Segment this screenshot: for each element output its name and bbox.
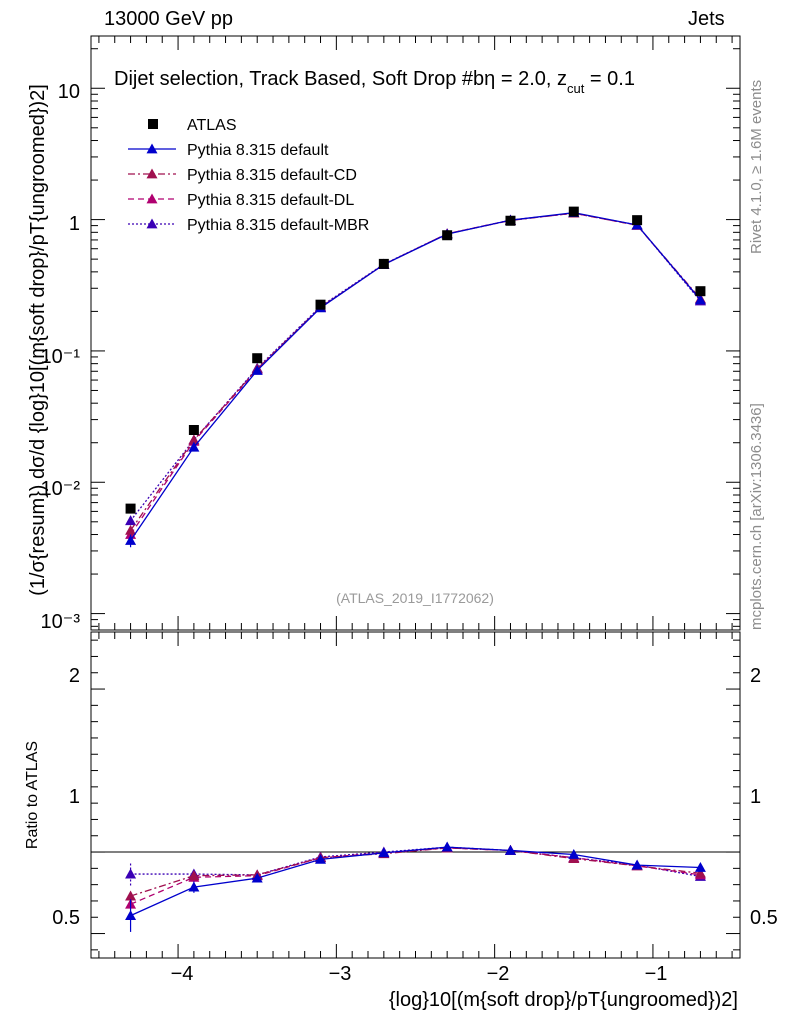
main-point-solid <box>188 441 200 452</box>
ratio-point-solid <box>125 910 137 921</box>
y-tick-label-1e-1: 10⁻¹ <box>41 346 81 368</box>
main-series-group <box>125 206 706 548</box>
y-tick-label-1e-3: 10⁻³ <box>41 611 81 633</box>
energy-label: 13000 GeV pp <box>104 8 233 30</box>
ratio-y-axis-title: Ratio to ATLAS <box>24 741 41 849</box>
atlas-data-point <box>632 215 643 226</box>
plot-title-end: = 0.1 <box>584 68 635 90</box>
ratio-point-dashdot <box>694 867 706 878</box>
legend-marker-dotted <box>146 218 158 229</box>
ratio-y-tick-label-right-0-5: 0.5 <box>750 907 778 929</box>
ratio-point-solid <box>504 844 516 855</box>
main-axis-ticks <box>91 36 740 630</box>
ratio-point-solid <box>378 847 390 858</box>
atlas-data-point <box>315 299 326 310</box>
ratio-point-solid <box>251 872 263 883</box>
rivet-version-label: Rivet 4.1.0, ≥ 1.6M events <box>748 79 765 254</box>
ratio-series-line-dashdot <box>130 847 701 897</box>
main-point-solid <box>251 364 263 375</box>
y-tick-label-1e-2: 10⁻² <box>41 478 81 500</box>
legend-marker-dashdot <box>146 168 158 179</box>
mcplots-label: mcplots.cern.ch [arXiv:1306.3436] <box>748 403 765 630</box>
ratio-series-line-solid <box>130 846 701 917</box>
atlas-data-point <box>695 286 706 297</box>
ratio-point-solid <box>315 853 327 864</box>
plot-title-subscript: cut <box>567 81 585 96</box>
main-series-line-dashdot <box>130 212 701 531</box>
ratio-point-dashdot <box>188 870 200 881</box>
legend-marker-dashed <box>146 193 158 204</box>
legend-label-atlas: ATLAS <box>187 117 237 134</box>
atlas-data-point <box>505 215 516 226</box>
main-point-dotted <box>125 515 137 526</box>
atlas-data-point <box>125 503 136 514</box>
ratio-y-tick-label-0-5: 0.5 <box>52 907 80 929</box>
atlas-data-point <box>378 258 389 269</box>
plot-title: Dijet selection, Track Based, Soft Drop … <box>114 68 635 96</box>
ratio-series-group <box>125 841 706 932</box>
main-series-line-dashed <box>130 212 701 535</box>
ratio-y-tick-label-right-1: 1 <box>750 786 761 808</box>
legend-label-dl: Pythia 8.315 default-DL <box>187 192 354 209</box>
main-series-line-dotted <box>130 212 701 522</box>
x-tick-label-minus-1: −1 <box>645 963 668 985</box>
legend-marker-atlas <box>148 119 158 129</box>
main-series-line-solid <box>130 211 701 541</box>
x-tick-label-minus-4: −4 <box>171 963 194 985</box>
ratio-point-dotted <box>125 868 137 879</box>
process-label: Jets <box>688 8 725 30</box>
analysis-watermark: (ATLAS_2019_I1772062) <box>336 590 494 606</box>
ratio-plot-frame <box>90 631 741 959</box>
ratio-y-tick-label-2: 2 <box>69 665 80 687</box>
ratio-point-dashdot <box>125 890 137 901</box>
legend-label-default: Pythia 8.315 default <box>187 142 329 159</box>
main-y-axis-title: (1/σ{resum}) dσ/d {log}10[(m{soft drop}/… <box>27 84 49 596</box>
plot-title-main: Dijet selection, Track Based, Soft Drop … <box>114 68 567 90</box>
y-tick-label-1: 1 <box>69 213 80 235</box>
x-tick-label-minus-2: −2 <box>487 963 510 985</box>
legend-marker-solid <box>146 143 158 154</box>
main-point-dashdot <box>125 524 137 535</box>
main-point-solid <box>694 294 706 305</box>
main-point-dashdot <box>188 434 200 445</box>
atlas-data-point <box>442 230 453 241</box>
ratio-point-solid <box>188 881 200 892</box>
legend-label-mbr: Pythia 8.315 default-MBR <box>187 217 369 234</box>
ratio-point-solid <box>568 848 580 859</box>
ratio-point-solid <box>631 859 643 870</box>
atlas-data-point <box>252 353 263 364</box>
ratio-axis-ticks <box>91 632 740 958</box>
ratio-point-solid <box>694 862 706 872</box>
legend: ATLAS Pythia 8.315 default Pythia 8.315 … <box>128 117 369 234</box>
x-axis-title: {log}10[(m{soft drop}/pT{ungroomed})2] <box>389 989 738 1011</box>
atlas-data-point <box>568 206 579 217</box>
ratio-y-tick-label-1: 1 <box>69 786 80 808</box>
y-tick-label-10: 10 <box>58 81 80 103</box>
ratio-series-line-dashed <box>130 847 701 905</box>
ratio-point-solid <box>441 841 453 852</box>
main-point-solid <box>125 535 137 545</box>
legend-label-cd: Pythia 8.315 default-CD <box>187 167 357 184</box>
x-tick-label-minus-3: −3 <box>329 963 352 985</box>
ratio-y-tick-label-right-2: 2 <box>750 665 761 687</box>
atlas-data-point <box>188 424 199 435</box>
